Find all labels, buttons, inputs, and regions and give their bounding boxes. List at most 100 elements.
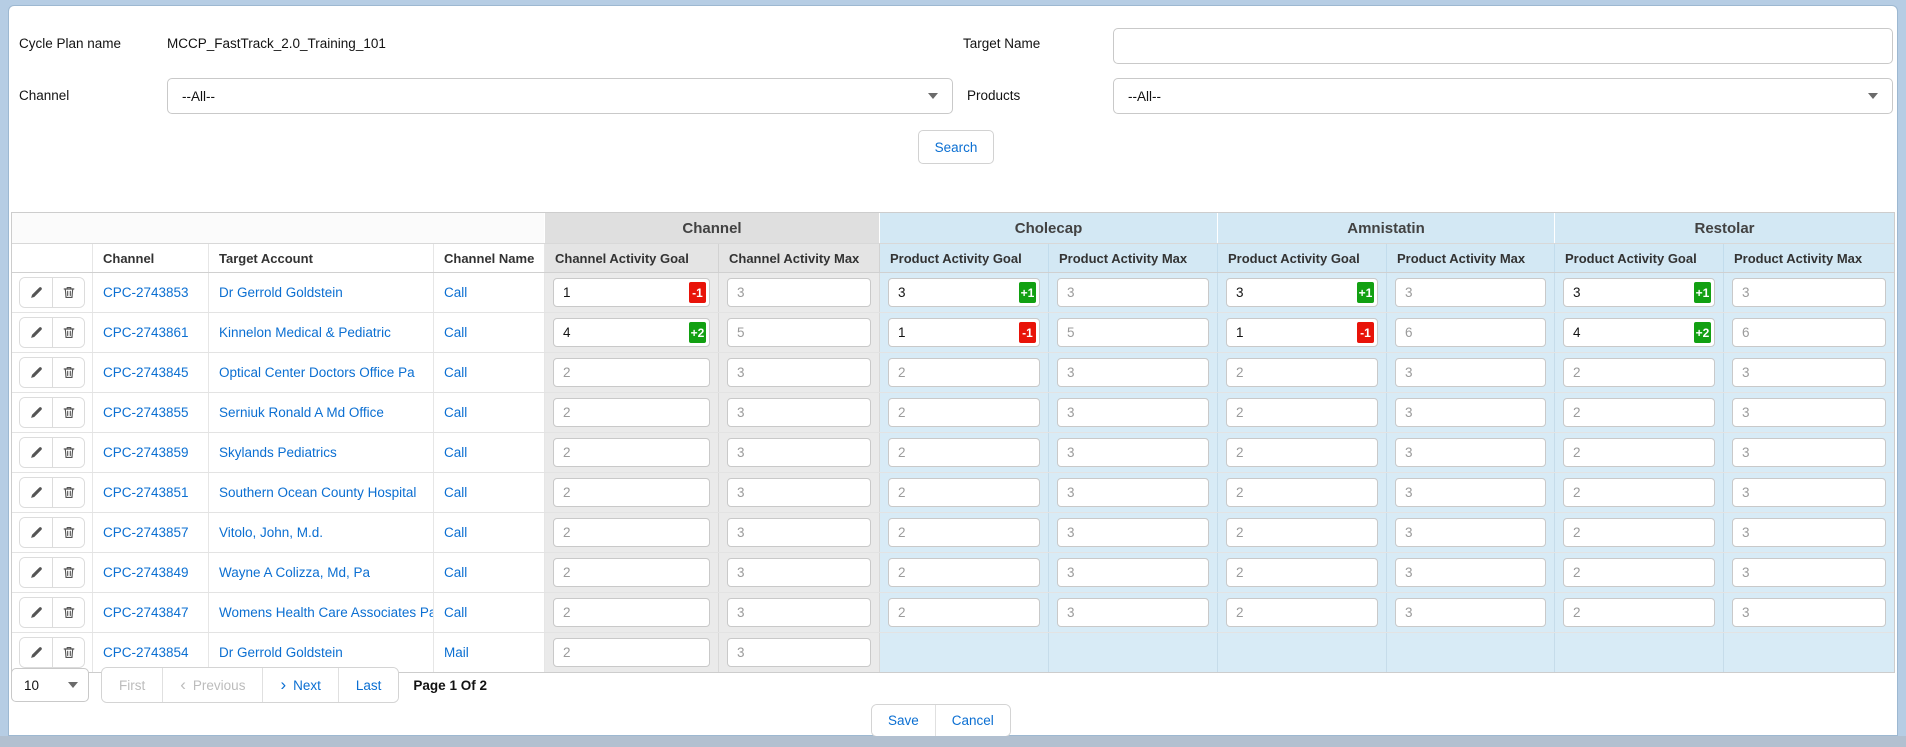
- last-page-button[interactable]: Last: [337, 668, 399, 702]
- target-account-link[interactable]: Kinnelon Medical & Pediatric: [219, 325, 391, 340]
- activity-value-input[interactable]: 2: [1226, 398, 1378, 427]
- activity-value-input[interactable]: 3: [1395, 278, 1546, 307]
- edit-row-button[interactable]: [20, 358, 52, 387]
- target-account-link[interactable]: Serniuk Ronald A Md Office: [219, 405, 384, 420]
- page-size-select[interactable]: 10: [11, 668, 89, 702]
- target-account-link[interactable]: Skylands Pediatrics: [219, 445, 337, 460]
- activity-value-input[interactable]: 3: [727, 518, 871, 547]
- next-page-button[interactable]: › Next: [262, 668, 338, 702]
- activity-value-input[interactable]: 2: [1563, 438, 1715, 467]
- delete-row-button[interactable]: [52, 318, 84, 347]
- delete-row-button[interactable]: [52, 278, 84, 307]
- delete-row-button[interactable]: [52, 358, 84, 387]
- activity-value-input[interactable]: 2: [1226, 558, 1378, 587]
- delete-row-button[interactable]: [52, 518, 84, 547]
- activity-value-input[interactable]: 1 -1: [888, 318, 1040, 347]
- activity-value-input[interactable]: 3 +1: [1226, 278, 1378, 307]
- activity-value-input[interactable]: 3 +1: [1563, 278, 1715, 307]
- activity-value-input[interactable]: 4 +2: [1563, 318, 1715, 347]
- channel-name-link[interactable]: Mail: [444, 645, 469, 660]
- activity-value-input[interactable]: 2: [888, 558, 1040, 587]
- edit-row-button[interactable]: [20, 638, 52, 667]
- delete-row-button[interactable]: [52, 398, 84, 427]
- channel-record-link[interactable]: CPC-2743861: [103, 325, 189, 340]
- target-account-link[interactable]: Southern Ocean County Hospital: [219, 485, 417, 500]
- delete-row-button[interactable]: [52, 598, 84, 627]
- activity-value-input[interactable]: 3: [1395, 558, 1546, 587]
- activity-value-input[interactable]: 3: [1057, 438, 1209, 467]
- channel-name-link[interactable]: Call: [444, 285, 468, 300]
- activity-value-input[interactable]: 3: [1057, 398, 1209, 427]
- activity-value-input[interactable]: 2: [888, 598, 1040, 627]
- activity-value-input[interactable]: 3: [1395, 398, 1546, 427]
- activity-value-input[interactable]: 3: [1732, 278, 1886, 307]
- target-account-link[interactable]: Womens Health Care Associates Pa: [219, 605, 433, 620]
- activity-value-input[interactable]: 2: [1563, 558, 1715, 587]
- activity-value-input[interactable]: 2: [553, 478, 710, 507]
- activity-value-input[interactable]: 6: [1395, 318, 1546, 347]
- target-account-link[interactable]: Dr Gerrold Goldstein: [219, 645, 343, 660]
- activity-value-input[interactable]: 3: [727, 558, 871, 587]
- activity-value-input[interactable]: 2: [553, 598, 710, 627]
- activity-value-input[interactable]: 2: [1226, 438, 1378, 467]
- edit-row-button[interactable]: [20, 518, 52, 547]
- activity-value-input[interactable]: 1 -1: [553, 278, 710, 307]
- activity-value-input[interactable]: 1 -1: [1226, 318, 1378, 347]
- channel-name-link[interactable]: Call: [444, 365, 468, 380]
- edit-row-button[interactable]: [20, 438, 52, 467]
- edit-row-button[interactable]: [20, 598, 52, 627]
- activity-value-input[interactable]: 3: [727, 398, 871, 427]
- channel-name-link[interactable]: Call: [444, 565, 468, 580]
- activity-value-input[interactable]: 2: [1563, 358, 1715, 387]
- activity-value-input[interactable]: 3: [1057, 358, 1209, 387]
- activity-value-input[interactable]: 3: [1057, 478, 1209, 507]
- activity-value-input[interactable]: 2: [888, 478, 1040, 507]
- delete-row-button[interactable]: [52, 638, 84, 667]
- activity-value-input[interactable]: 3: [727, 358, 871, 387]
- delete-row-button[interactable]: [52, 558, 84, 587]
- activity-value-input[interactable]: 2: [1563, 598, 1715, 627]
- activity-value-input[interactable]: 3: [1395, 438, 1546, 467]
- activity-value-input[interactable]: 2: [1226, 358, 1378, 387]
- channel-name-link[interactable]: Call: [444, 605, 468, 620]
- channel-name-link[interactable]: Call: [444, 325, 468, 340]
- activity-value-input[interactable]: 2: [888, 438, 1040, 467]
- products-select[interactable]: --All--: [1113, 78, 1893, 114]
- save-button[interactable]: Save: [872, 705, 935, 736]
- activity-value-input[interactable]: 2: [553, 438, 710, 467]
- edit-row-button[interactable]: [20, 318, 52, 347]
- edit-row-button[interactable]: [20, 278, 52, 307]
- activity-value-input[interactable]: 2: [1226, 598, 1378, 627]
- activity-value-input[interactable]: 3: [1395, 598, 1546, 627]
- activity-value-input[interactable]: 3: [1395, 518, 1546, 547]
- activity-value-input[interactable]: 2: [1563, 518, 1715, 547]
- activity-value-input[interactable]: 2: [553, 558, 710, 587]
- activity-value-input[interactable]: 3: [1057, 518, 1209, 547]
- activity-value-input[interactable]: 5: [727, 318, 871, 347]
- activity-value-input[interactable]: 3: [727, 278, 871, 307]
- channel-name-link[interactable]: Call: [444, 485, 468, 500]
- first-page-button[interactable]: First: [102, 668, 163, 702]
- channel-record-link[interactable]: CPC-2743853: [103, 285, 189, 300]
- activity-value-input[interactable]: 3: [1395, 358, 1546, 387]
- channel-select[interactable]: --All--: [167, 78, 953, 114]
- activity-value-input[interactable]: 3 +1: [888, 278, 1040, 307]
- search-button[interactable]: Search: [918, 130, 994, 164]
- activity-value-input[interactable]: 3: [1395, 478, 1546, 507]
- activity-value-input[interactable]: 3: [1732, 358, 1886, 387]
- target-account-link[interactable]: Dr Gerrold Goldstein: [219, 285, 343, 300]
- activity-value-input[interactable]: 3: [1732, 438, 1886, 467]
- activity-value-input[interactable]: 2: [553, 518, 710, 547]
- activity-value-input[interactable]: 2: [888, 518, 1040, 547]
- edit-row-button[interactable]: [20, 478, 52, 507]
- activity-value-input[interactable]: 2: [1563, 398, 1715, 427]
- channel-record-link[interactable]: CPC-2743847: [103, 605, 189, 620]
- activity-value-input[interactable]: 3: [727, 478, 871, 507]
- activity-value-input[interactable]: 3: [1732, 598, 1886, 627]
- activity-value-input[interactable]: 3: [1732, 518, 1886, 547]
- activity-value-input[interactable]: 2: [1226, 478, 1378, 507]
- activity-value-input[interactable]: 5: [1057, 318, 1209, 347]
- activity-value-input[interactable]: 3: [1057, 278, 1209, 307]
- activity-value-input[interactable]: 3: [727, 438, 871, 467]
- activity-value-input[interactable]: 6: [1732, 318, 1886, 347]
